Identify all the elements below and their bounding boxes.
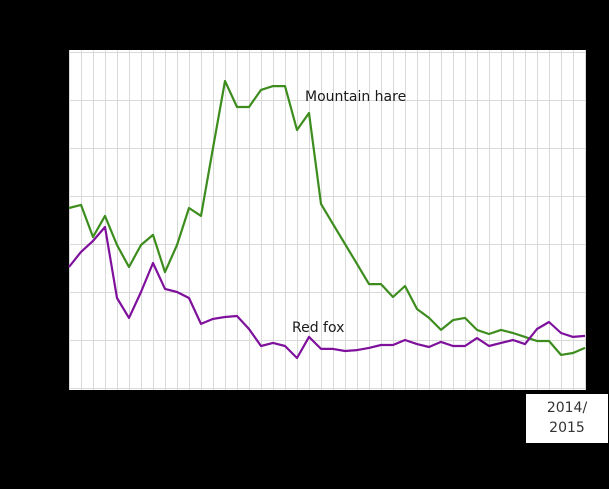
series-label-red-fox: Red fox	[292, 320, 345, 336]
series-line-mountain-hare	[68, 79, 586, 356]
x-axis-tick-label-box: 2014/ 2015	[526, 394, 608, 443]
series-label-mountain-hare: Mountain hare	[305, 89, 407, 105]
x-axis-tick-label-line2: 2015	[549, 420, 585, 436]
series-line-red-fox	[68, 225, 586, 360]
plot-area	[69, 50, 586, 390]
x-axis-tick-label-line1: 2014/	[546, 400, 588, 416]
